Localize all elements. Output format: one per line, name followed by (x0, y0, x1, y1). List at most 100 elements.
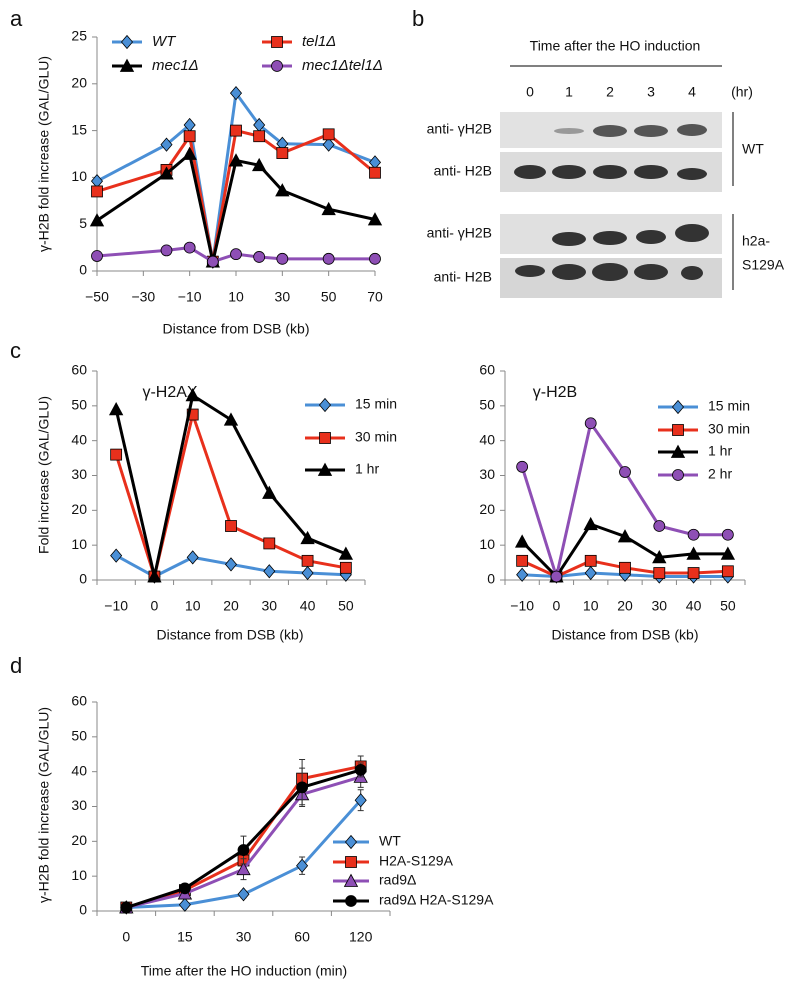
marker (119, 58, 135, 72)
y-tick-label: 50 (71, 397, 87, 413)
marker (271, 60, 283, 72)
marker (653, 567, 666, 579)
legend-label: WT (379, 833, 401, 849)
blot-title: Time after the HO induction (530, 38, 701, 54)
marker (369, 166, 381, 179)
panel-label: d (10, 653, 22, 678)
legend-label: WT (152, 33, 177, 50)
x-tick-label: 50 (321, 289, 337, 305)
marker (147, 569, 162, 583)
marker (550, 570, 563, 583)
marker (253, 251, 266, 263)
marker (339, 561, 352, 574)
y-tick-label: 5 (79, 215, 87, 231)
chart: −10 0 10 20 30 40 50 0 10 20 30 40 50 60 γ-H2AX Distanc… (36, 362, 397, 643)
row-label: anti- H2B (434, 163, 492, 179)
marker (91, 185, 103, 198)
marker (514, 534, 530, 548)
marker (178, 897, 191, 912)
x-tick-label: 50 (720, 598, 736, 614)
y-tick-label: 60 (479, 362, 495, 378)
x-tick-label: 30 (651, 598, 667, 614)
marker (236, 861, 251, 876)
y-axis-title: Fold increase (GAL/GLU) (36, 396, 52, 554)
marker (583, 516, 598, 531)
marker (237, 887, 250, 902)
marker (653, 520, 666, 532)
y-tick-label: 10 (479, 536, 495, 552)
y-tick-label: 25 (71, 28, 87, 44)
marker (516, 554, 529, 567)
legend-label: 30 min (355, 429, 397, 445)
y-tick-label: 0 (79, 902, 87, 918)
marker (369, 252, 381, 265)
y-tick-label: 20 (479, 501, 495, 517)
x-axis-title: Time after the HO induction (min) (141, 963, 347, 979)
marker (110, 448, 123, 461)
legend-label: 2 hr (708, 466, 732, 482)
x-tick-label: 50 (338, 598, 354, 614)
y-tick-label: 60 (71, 362, 87, 378)
y-tick-label: 20 (71, 832, 87, 848)
marker (276, 147, 289, 159)
y-axis-title: γ-H2B fold increase (GAL/GLU) (36, 56, 52, 252)
marker (183, 130, 196, 143)
marker (619, 561, 631, 574)
y-tick-label: 0 (79, 262, 87, 278)
genotype-label: h2a- (742, 233, 770, 249)
x-tick-label: 40 (300, 598, 316, 614)
row-label: anti- γH2B (427, 121, 492, 137)
marker (186, 550, 199, 565)
time-label: 0 (526, 84, 534, 100)
marker (670, 444, 686, 458)
y-tick-label: 0 (487, 571, 495, 587)
legend-label: H2A-S129A (379, 853, 454, 869)
marker (721, 565, 734, 578)
marker (253, 130, 266, 143)
time-label: 4 (688, 84, 696, 100)
legend-label: rad9Δ (379, 872, 416, 888)
marker (108, 401, 124, 416)
legend-label: mec1Δtel1Δ (302, 57, 383, 74)
marker (296, 781, 309, 794)
marker (619, 466, 631, 478)
y-tick-label: 20 (71, 75, 87, 91)
time-label: 3 (647, 84, 655, 100)
marker (672, 469, 684, 481)
marker (301, 554, 314, 567)
legend-label: rad9Δ H2A-S129A (379, 892, 494, 908)
marker (229, 86, 243, 101)
row-label: anti- γH2B (427, 225, 492, 241)
x-tick-label: 60 (294, 929, 310, 945)
marker (120, 34, 134, 50)
series-line (96, 128, 376, 262)
x-axis-title: Distance from DSB (kb) (551, 627, 698, 643)
marker (721, 528, 734, 541)
panel-label: c (10, 338, 21, 363)
marker (652, 550, 667, 564)
x-tick-label: 30 (275, 289, 291, 305)
marker (300, 530, 315, 545)
marker (182, 146, 197, 160)
legend-label: 30 min (708, 421, 750, 437)
genotype-label: S129A (742, 257, 785, 273)
x-tick-label: 10 (583, 598, 599, 614)
time-label: 2 (606, 84, 614, 100)
legend-label: 1 hr (708, 443, 732, 459)
x-tick-label: 20 (223, 598, 239, 614)
y-tick-label: 0 (79, 571, 87, 587)
marker (687, 567, 700, 579)
chart: −10 0 10 20 30 40 50 0 10 20 30 40 50 60 γ-H2B Distance… (479, 362, 750, 643)
y-tick-label: 30 (479, 466, 495, 482)
y-tick-label: 30 (71, 466, 87, 482)
marker (322, 137, 335, 152)
legend-label: 15 min (355, 396, 397, 412)
x-tick-label: −10 (104, 598, 128, 614)
legend-label: mec1Δ (152, 57, 199, 74)
marker (687, 528, 700, 541)
x-tick-label: 30 (261, 598, 277, 614)
marker (276, 252, 289, 265)
marker (345, 856, 357, 868)
marker (230, 124, 242, 137)
